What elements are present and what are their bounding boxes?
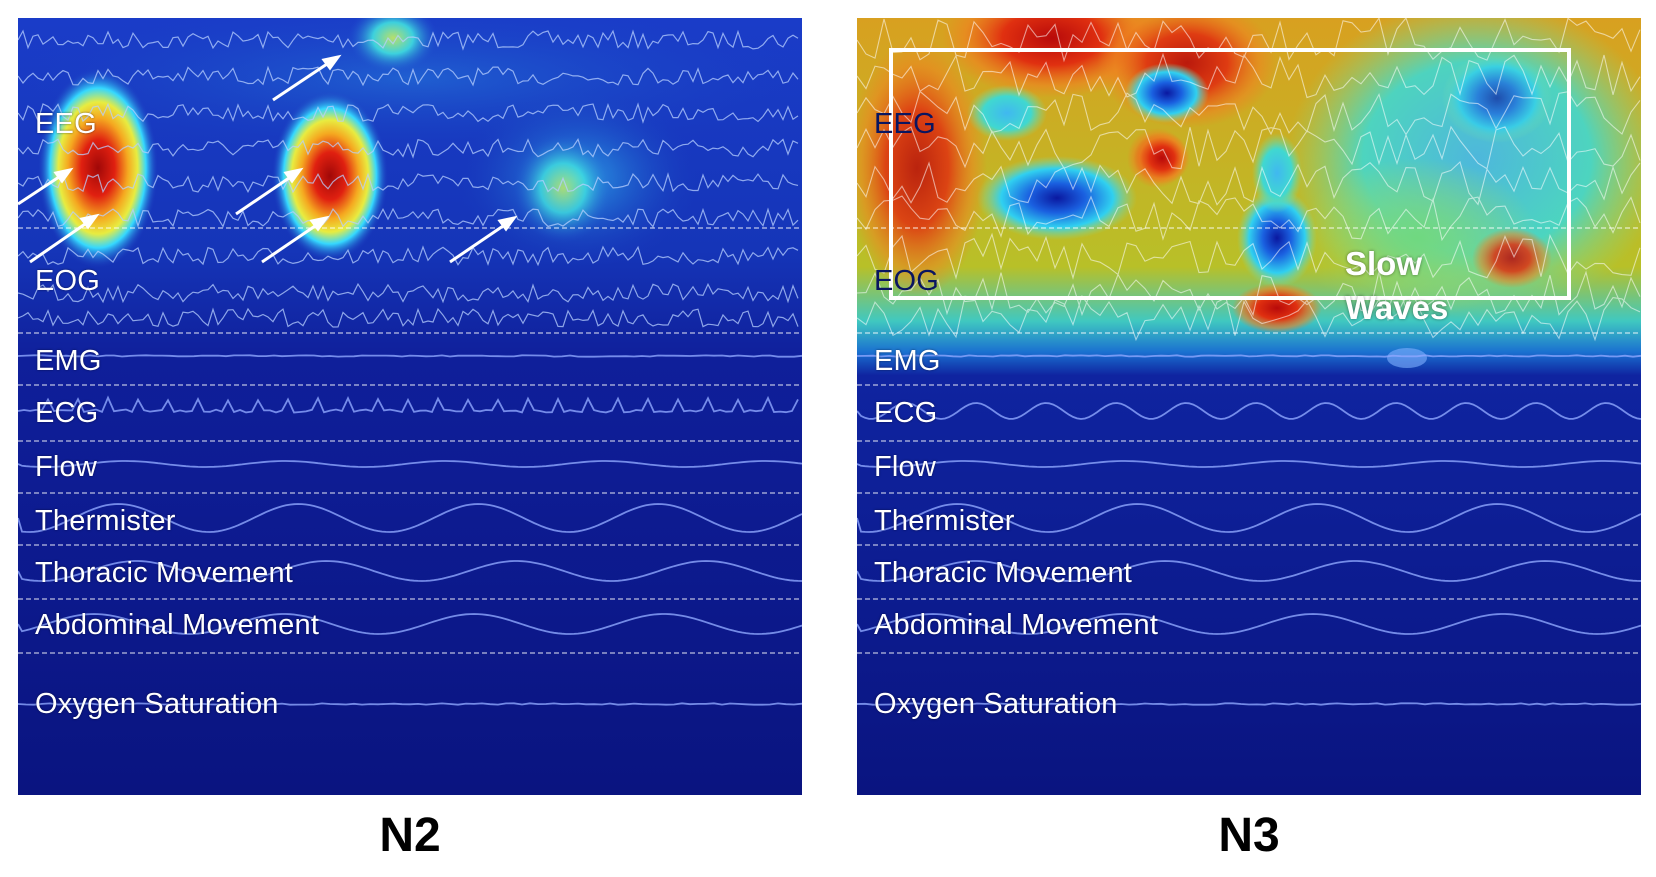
n2-signal-traces — [18, 354, 802, 706]
label-ecg: ECG — [874, 397, 938, 429]
ecg-trace — [857, 402, 1641, 420]
label-flow: Flow — [35, 451, 98, 483]
label-ecg: ECG — [35, 397, 99, 429]
eeg-trace — [18, 172, 799, 194]
label-eog: EOG — [35, 265, 101, 297]
oxygen-trace — [857, 702, 1641, 706]
slow-waves-line1: Slow — [1345, 245, 1423, 282]
eeg-trace — [857, 52, 1641, 99]
label-thoracic-movement: Thoracic Movement — [35, 557, 294, 589]
label-thoracic-movement: Thoracic Movement — [874, 557, 1133, 589]
label-abdominal-movement: Abdominal Movement — [874, 609, 1159, 641]
slow-waves-line2: Waves — [1345, 289, 1449, 326]
abdominal-trace — [18, 613, 802, 635]
thermister-trace — [857, 503, 1641, 533]
n3-heatmap — [857, 18, 1641, 795]
stage-label-n2: N2 — [379, 809, 441, 862]
thoracic-trace — [857, 560, 1641, 582]
thoracic-trace — [18, 560, 802, 582]
label-flow: Flow — [874, 451, 937, 483]
label-oxygen-saturation: Oxygen Saturation — [35, 688, 279, 720]
eeg-trace — [18, 307, 799, 328]
label-emg: EMG — [874, 345, 941, 377]
arrow-icon — [18, 54, 518, 264]
eeg-trace — [857, 270, 1641, 317]
eeg-trace — [18, 29, 799, 51]
stage-label-n3: N3 — [1218, 809, 1280, 862]
label-emg: EMG — [35, 345, 102, 377]
eeg-trace — [857, 125, 1641, 170]
eeg-trace — [18, 245, 799, 267]
oxygen-trace — [18, 702, 802, 706]
eeg-trace — [18, 102, 799, 124]
abdominal-trace — [857, 613, 1641, 635]
label-eog: EOG — [874, 265, 940, 297]
emg-trace — [857, 354, 1641, 358]
n3-signal-traces — [857, 354, 1641, 706]
label-abdominal-movement: Abdominal Movement — [35, 609, 320, 641]
label-thermister: Thermister — [874, 505, 1015, 537]
slow-waves-label: Slow Waves — [1345, 242, 1448, 330]
eeg-trace — [18, 282, 799, 304]
emg-trace — [18, 354, 802, 358]
highlight-box — [889, 48, 1571, 300]
eeg-trace — [18, 65, 799, 87]
n2-eeg-traces — [18, 29, 799, 328]
eeg-trace — [857, 195, 1641, 242]
eeg-trace — [857, 294, 1641, 342]
eeg-trace — [857, 232, 1641, 280]
panel-n2: EEG EOG EMG ECG Flow Thermister Thoracic… — [18, 18, 802, 795]
eeg-trace — [857, 160, 1641, 206]
eeg-trace — [857, 90, 1641, 136]
label-eeg: EEG — [874, 108, 936, 140]
label-eeg: EEG — [35, 108, 97, 140]
n2-channel-dividers — [18, 227, 802, 654]
thermister-trace — [18, 503, 802, 533]
eeg-trace — [18, 207, 799, 228]
n3-eeg-traces — [857, 18, 1641, 342]
n2-heatmap — [18, 18, 802, 795]
eeg-trace — [18, 138, 799, 159]
panel-n3: EEG EOG EMG ECG Flow Thermister Thoracic… — [857, 18, 1641, 795]
flow-trace — [18, 460, 802, 468]
n3-channel-dividers — [857, 227, 1641, 654]
ecg-trace — [18, 395, 799, 414]
flow-trace — [857, 460, 1641, 468]
label-thermister: Thermister — [35, 505, 176, 537]
eeg-trace — [857, 18, 1641, 63]
label-oxygen-saturation: Oxygen Saturation — [874, 688, 1118, 720]
